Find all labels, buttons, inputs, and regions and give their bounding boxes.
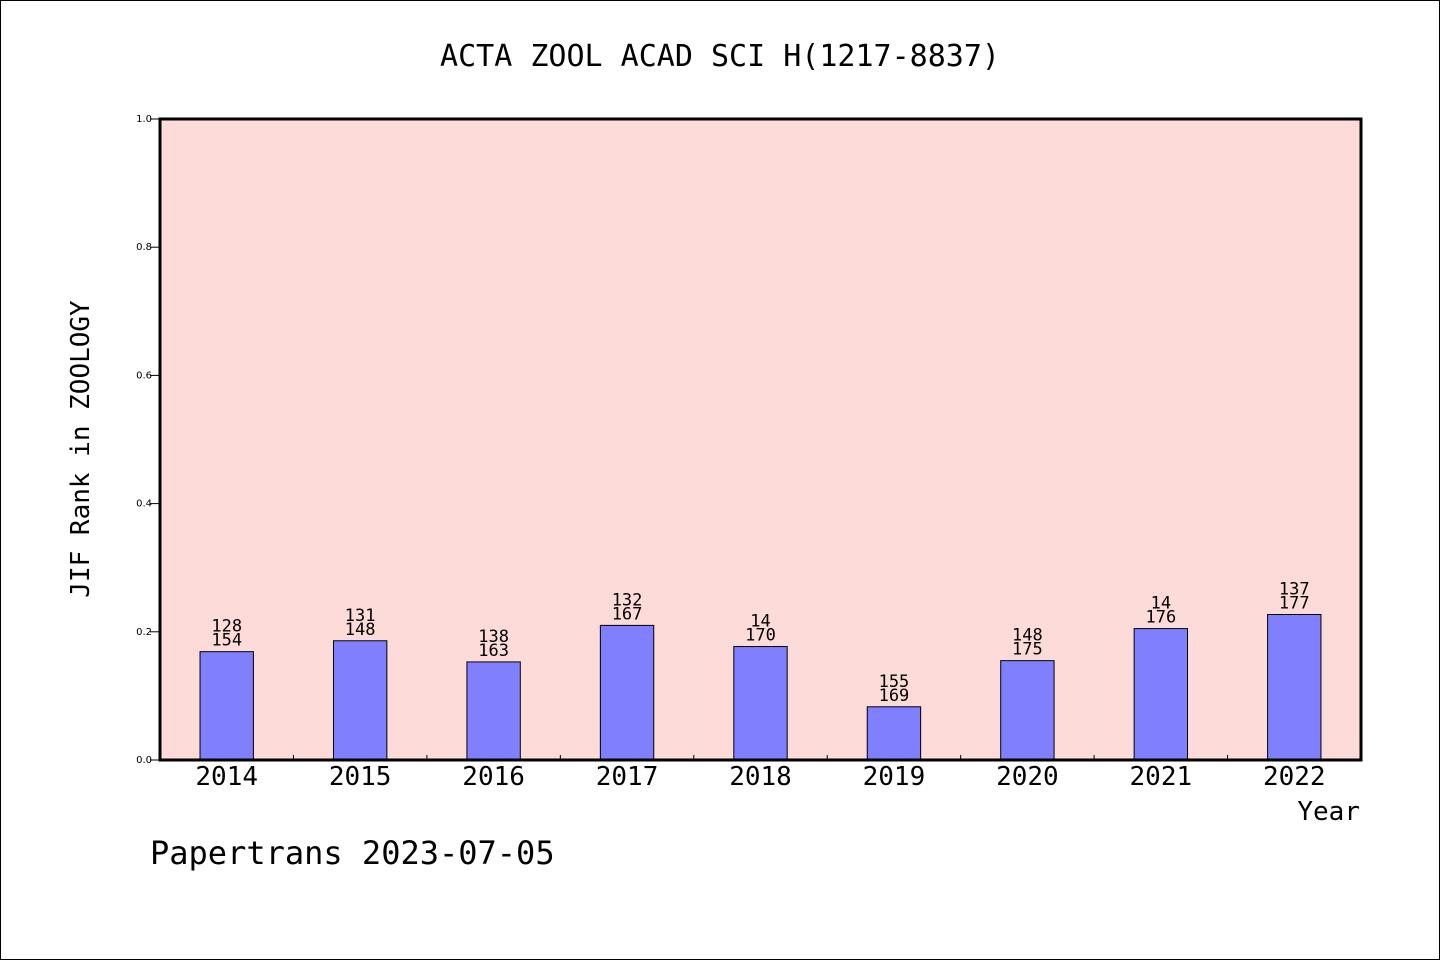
- y-axis-label: JIF Rank in ZOOLOGY: [66, 300, 96, 598]
- y-tick-label: 1.0: [136, 114, 152, 125]
- y-axis: 0.0 0.2 0.4 0.6 0.8 1.0: [136, 114, 160, 766]
- rank-label-2014: 128: [211, 617, 242, 637]
- x-tick-label-2016: 2016: [462, 762, 525, 792]
- plot-border: [158, 117, 1363, 762]
- rank-label-2022: 137: [1279, 579, 1310, 599]
- rank-label-2015: 131: [345, 606, 376, 626]
- total-label-2017: 167: [612, 604, 643, 624]
- total-label-2018: 170: [745, 626, 776, 646]
- bar-2022: [1267, 613, 1322, 761]
- rank-label-2020: 148: [1012, 626, 1043, 646]
- bar-2015: [332, 640, 388, 761]
- rank-label-2017: 132: [612, 590, 643, 610]
- bar-2020: [1000, 660, 1055, 761]
- bar-2018: [733, 646, 788, 761]
- y-tick-label: 0.0: [136, 755, 152, 766]
- y-tick-label: 0.2: [136, 627, 152, 638]
- x-tick-label-2018: 2018: [729, 762, 792, 792]
- total-label-2022: 177: [1279, 593, 1310, 613]
- x-axis: 2014 2015 2016 2017 2018 2019 2020 2021 2022: [195, 755, 1326, 792]
- y-tick-label: 0.6: [136, 370, 152, 381]
- y-tick-label: 0.4: [136, 499, 152, 510]
- rank-label-2021: 14: [1151, 594, 1171, 614]
- bar-2019: [866, 706, 922, 761]
- bar-2021: [1133, 628, 1189, 761]
- x-tick-label-2020: 2020: [996, 762, 1059, 792]
- x-tick-label-2022: 2022: [1263, 762, 1326, 792]
- rank-label-2016: 138: [478, 627, 509, 647]
- total-label-2016: 163: [478, 641, 509, 661]
- total-label-2021: 176: [1145, 608, 1176, 628]
- x-axis-label: Year: [1297, 797, 1360, 827]
- x-tick-label-2015: 2015: [329, 762, 392, 792]
- x-tick-label-2019: 2019: [863, 762, 926, 792]
- x-tick-label-2021: 2021: [1130, 762, 1193, 792]
- x-tick-label-2014: 2014: [195, 762, 258, 792]
- bar-2017: [599, 624, 655, 761]
- y-tick-label: 0.8: [136, 242, 152, 253]
- rank-label-2018: 14: [750, 612, 770, 632]
- bar-2016: [466, 661, 521, 761]
- x-tick-label-2017: 2017: [596, 762, 659, 792]
- total-label-2020: 175: [1012, 640, 1043, 660]
- total-label-2015: 148: [345, 620, 376, 640]
- bars-layer: [199, 613, 1322, 761]
- chart-title: ACTA ZOOL ACAD SCI H(1217-8837): [440, 39, 1000, 74]
- rank-label-2019: 155: [879, 672, 910, 692]
- footer-watermark: Papertrans 2023-07-05: [150, 834, 555, 872]
- total-label-2019: 169: [879, 686, 910, 706]
- bar-2014: [199, 651, 254, 761]
- total-label-2014: 154: [211, 631, 242, 651]
